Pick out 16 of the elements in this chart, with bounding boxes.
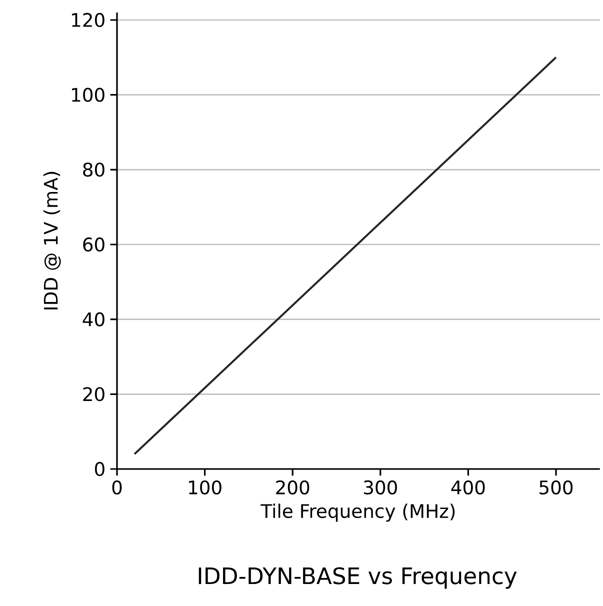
- y-axis-title: IDD @ 1V (mA): [43, 172, 61, 310]
- x-tick-label: 500: [540, 480, 573, 494]
- y-tick-label: 20: [83, 387, 104, 402]
- y-tick-label: 40: [82, 312, 104, 326]
- x-tick-label: 100: [189, 480, 222, 494]
- x-tick-label: 300: [364, 480, 397, 494]
- x-tick-label: 400: [451, 480, 485, 494]
- x-axis-title: Tile Frequency (MHz): [260, 504, 455, 522]
- x-tick-label: 200: [276, 480, 310, 494]
- x-tick-label: 0: [112, 480, 122, 494]
- y-tick-label: 60: [83, 237, 104, 252]
- text: IDD-DYN-BASE vs Frequency: [198, 567, 517, 589]
- y-tick-label: 120: [72, 12, 104, 28]
- y-tick-label: 100: [72, 88, 104, 102]
- y-tick-label: 80: [83, 162, 104, 177]
- y-tick-label: 0: [94, 462, 104, 476]
